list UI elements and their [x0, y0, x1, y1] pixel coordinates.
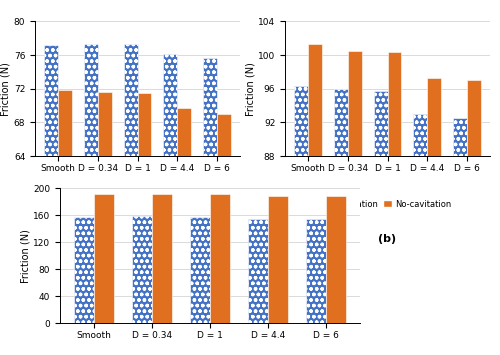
Bar — [306, 218, 326, 323]
Y-axis label: Friction (N): Friction (N) — [245, 62, 256, 116]
Bar — [124, 44, 138, 355]
Bar — [177, 108, 191, 355]
Bar — [94, 194, 114, 323]
Bar — [58, 91, 72, 355]
Bar — [268, 196, 288, 323]
Bar — [334, 89, 348, 355]
Bar — [248, 219, 268, 323]
Bar — [98, 92, 112, 355]
Bar — [326, 196, 346, 323]
Bar — [467, 80, 480, 355]
Y-axis label: Friction (N): Friction (N) — [20, 229, 30, 283]
Bar — [152, 194, 172, 323]
Bar — [414, 114, 427, 355]
Bar — [84, 44, 98, 355]
Bar — [374, 91, 388, 355]
Y-axis label: Friction (N): Friction (N) — [1, 62, 11, 116]
Bar — [44, 45, 58, 355]
Bar — [348, 51, 362, 355]
Bar — [308, 44, 322, 355]
Bar — [138, 93, 151, 355]
Bar — [164, 54, 177, 355]
Legend: Cavitation, No-cavitation: Cavitation, No-cavitation — [74, 200, 201, 209]
Text: (b): (b) — [378, 234, 396, 245]
Legend: Cavitation, No-cavitation: Cavitation, No-cavitation — [324, 200, 451, 209]
Bar — [74, 217, 94, 323]
Bar — [294, 86, 308, 355]
Text: (a): (a) — [128, 234, 146, 245]
Bar — [210, 194, 231, 323]
Bar — [388, 53, 402, 355]
Bar — [190, 217, 210, 323]
Bar — [453, 118, 467, 355]
Bar — [427, 78, 441, 355]
Bar — [132, 217, 152, 323]
Bar — [217, 114, 230, 355]
Bar — [203, 58, 217, 355]
